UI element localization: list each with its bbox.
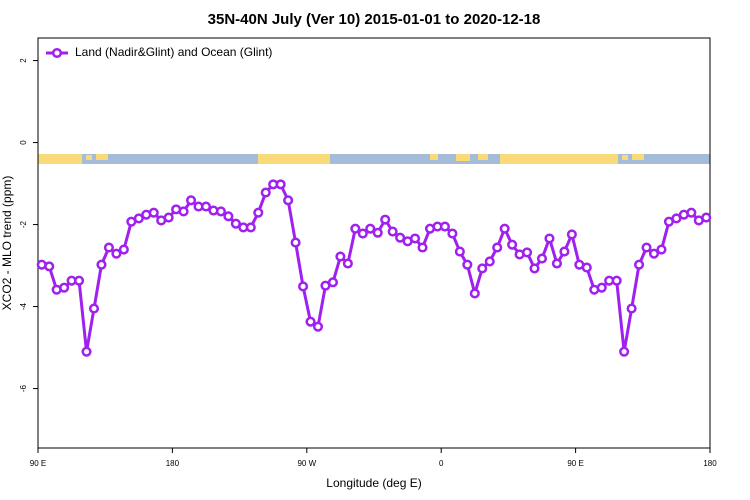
point <box>103 242 114 253</box>
point <box>223 211 234 222</box>
point <box>260 187 271 198</box>
point <box>447 228 458 239</box>
x-tick-label: 180 <box>703 459 717 468</box>
point <box>44 261 55 272</box>
point <box>372 227 383 238</box>
point <box>544 233 555 244</box>
point <box>395 232 406 243</box>
point <box>529 263 540 274</box>
y-tick-label: -4 <box>19 302 28 310</box>
point <box>648 248 660 259</box>
point <box>290 237 301 248</box>
point <box>327 277 338 288</box>
point <box>96 259 107 270</box>
x-tick-label: 0 <box>439 459 444 468</box>
point <box>59 282 70 293</box>
point <box>477 263 488 274</box>
point <box>417 242 428 253</box>
point <box>350 223 361 234</box>
point <box>484 256 495 267</box>
series-line <box>41 182 707 352</box>
point <box>74 275 85 286</box>
point <box>619 346 630 357</box>
point <box>626 303 637 314</box>
point <box>283 195 294 206</box>
point <box>387 226 398 237</box>
point <box>686 207 697 218</box>
point <box>335 251 346 262</box>
point <box>380 214 391 225</box>
chart-title: 35N-40N July (Ver 10) 2015-01-01 to 2020… <box>208 11 541 28</box>
point <box>566 229 577 240</box>
point <box>230 218 241 229</box>
point <box>253 207 264 218</box>
point <box>462 259 473 270</box>
point <box>275 179 286 190</box>
point <box>701 212 712 223</box>
y-tick-label: -2 <box>19 220 28 228</box>
legend-label: Land (Nadir&Glint) and Ocean (Glint) <box>75 45 272 59</box>
land-ocean-strip <box>38 154 710 164</box>
point <box>454 246 465 257</box>
point <box>245 222 256 233</box>
point <box>357 228 368 239</box>
point <box>507 239 518 250</box>
point <box>148 207 159 218</box>
y-tick-label: 2 <box>19 58 28 63</box>
point <box>186 195 197 206</box>
point <box>439 221 450 232</box>
point <box>536 253 548 264</box>
point <box>581 262 592 273</box>
point <box>200 201 212 212</box>
point <box>342 258 353 269</box>
point <box>88 303 100 314</box>
point <box>365 223 376 234</box>
point <box>522 247 533 258</box>
point <box>410 233 421 244</box>
x-tick-label: 90 W <box>297 459 316 468</box>
point <box>111 248 122 259</box>
point <box>559 246 570 257</box>
point <box>215 206 226 217</box>
x-tick-label: 90 E <box>567 459 583 468</box>
point <box>163 212 174 223</box>
y-tick-label: 0 <box>19 140 28 145</box>
point <box>312 321 324 332</box>
point <box>305 316 316 327</box>
point <box>641 242 652 253</box>
point <box>551 258 562 269</box>
y-axis-label: XCO2 - MLO trend (ppm) <box>0 176 14 311</box>
point <box>596 282 607 293</box>
x-tick-label: 180 <box>166 459 180 468</box>
point <box>634 259 645 270</box>
point <box>118 244 129 255</box>
x-tick-label: 90 E <box>30 459 46 468</box>
point <box>656 244 667 255</box>
point <box>133 213 144 224</box>
point <box>469 288 480 299</box>
point <box>499 223 510 234</box>
point <box>178 206 189 217</box>
point <box>298 281 309 292</box>
plot-frame <box>37 37 711 449</box>
point <box>611 275 622 286</box>
point <box>492 242 503 253</box>
x-axis-label: Longitude (deg E) <box>326 476 421 490</box>
point <box>81 346 92 357</box>
legend-marker <box>51 47 63 59</box>
y-tick-label: -6 <box>19 384 28 392</box>
point <box>671 213 682 224</box>
